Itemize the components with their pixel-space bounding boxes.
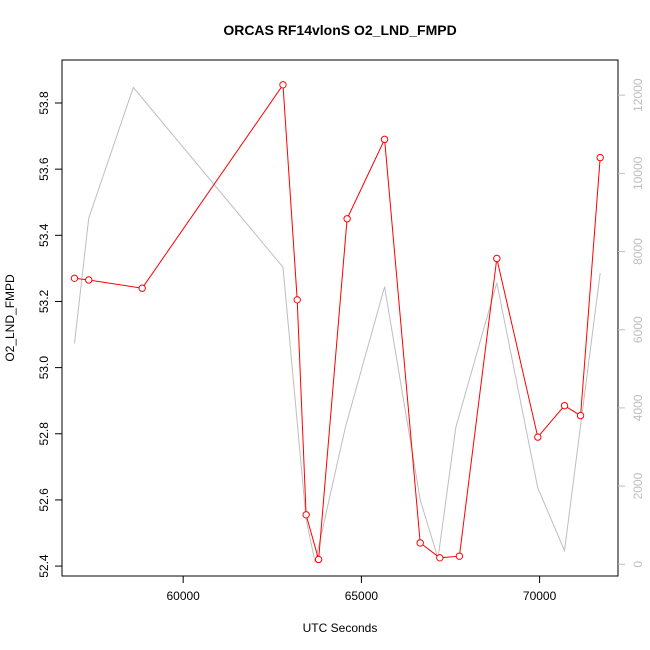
red-series-point (493, 254, 501, 263)
red-series-point (436, 554, 444, 562)
y-tick-label: 53.2 (37, 289, 51, 313)
right-y-tick-label: 12000 (631, 78, 645, 112)
x-axis-label: UTC Seconds (303, 621, 378, 635)
red-series-point (416, 539, 424, 547)
red-series-point (596, 153, 604, 162)
y-tick-label: 52.6 (37, 488, 51, 512)
red-series-line (74, 83, 601, 560)
y-axis: 52.4 52.6 52.8 53.0 53.2 53.4 53.6 53.8 (37, 91, 62, 578)
right-y-tick-label: 0 (631, 561, 645, 568)
right-y-tick-label: 4000 (631, 394, 645, 421)
series-layer (70, 81, 604, 564)
red-series-point (560, 401, 569, 410)
x-tick-label: 60000 (166, 589, 200, 603)
y-tick-label: 53.6 (37, 157, 51, 181)
red-series-point (343, 215, 351, 223)
plot-frame (61, 59, 619, 577)
right-y-tick-label: 2000 (631, 472, 645, 499)
right-y-tick-label: 10000 (631, 156, 645, 190)
red-series-point (85, 276, 93, 284)
x-axis: 60000 65000 70000 (166, 576, 557, 603)
red-series-point (138, 284, 146, 292)
red-series-point (279, 81, 287, 89)
red-series-point (576, 411, 585, 420)
chart-title: ORCAS RF14vlonS O2_LND_FMPD (223, 22, 456, 38)
y-tick-label: 52.8 (37, 422, 51, 446)
x-tick-label: 70000 (523, 589, 557, 603)
y-axis-label: O2_LND_FMPD (3, 274, 17, 362)
gray-series-line (74, 86, 601, 563)
red-series-point (380, 135, 389, 144)
red-series-point (70, 274, 79, 283)
right-y-tick-label: 8000 (631, 238, 645, 265)
y-tick-label: 52.4 (37, 554, 51, 578)
right-y-axis: 0 2000 4000 6000 8000 10000 12000 (618, 78, 645, 568)
red-series-point (534, 433, 542, 441)
red-series-point (293, 296, 301, 304)
right-y-tick-label: 6000 (631, 316, 645, 343)
y-tick-label: 53.4 (37, 223, 51, 247)
x-tick-label: 65000 (345, 589, 379, 603)
red-series-point (455, 552, 464, 560)
red-series-point (302, 511, 310, 519)
y-tick-label: 53.8 (37, 91, 51, 115)
red-series-point (314, 555, 323, 564)
y-tick-label: 53.0 (37, 356, 51, 380)
